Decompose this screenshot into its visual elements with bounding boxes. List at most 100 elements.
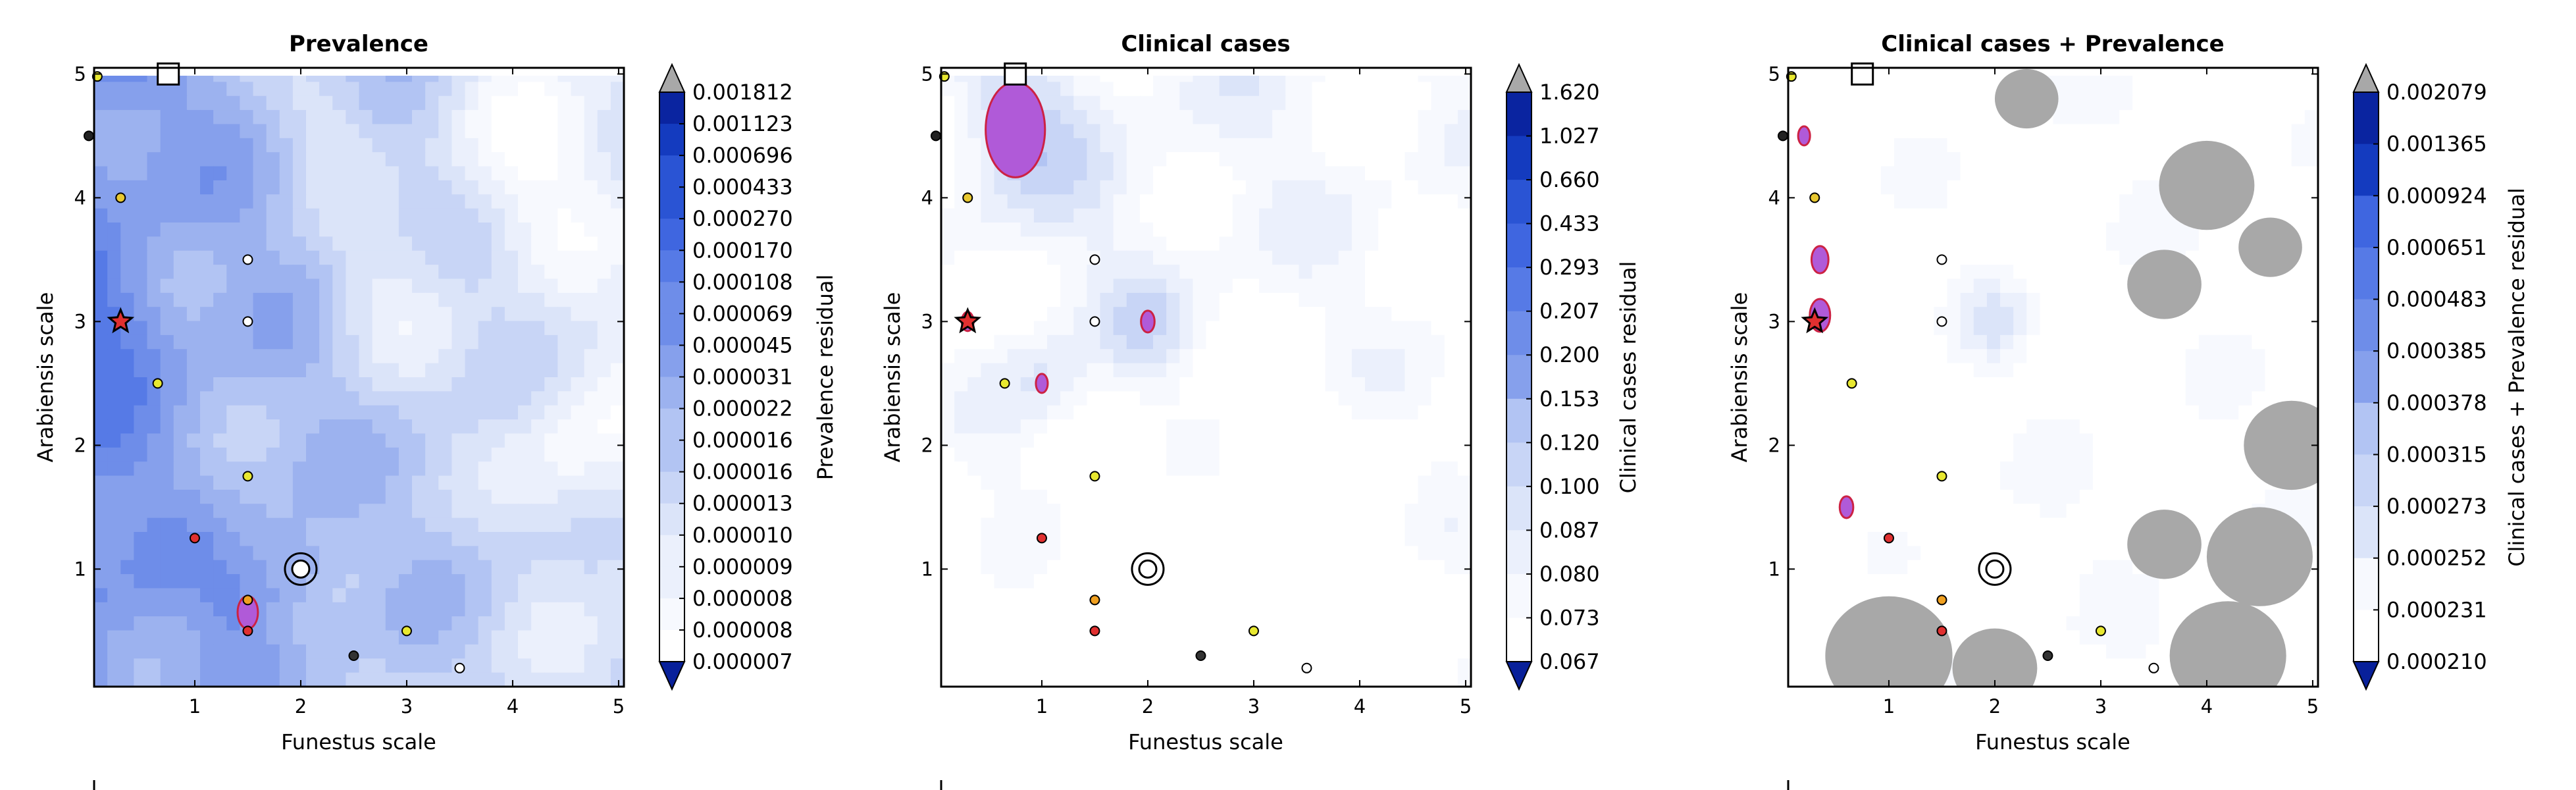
contour-cell xyxy=(200,405,214,420)
contour-cell xyxy=(1153,405,1167,420)
contour-cell xyxy=(571,110,585,125)
contour-cell xyxy=(2092,124,2107,139)
contour-cell xyxy=(438,630,452,645)
data-point xyxy=(1089,316,1100,327)
contour-cell xyxy=(610,82,624,97)
contour-cell xyxy=(1232,124,1247,139)
contour-cell xyxy=(1365,419,1379,434)
contour-cell xyxy=(2198,391,2213,406)
contour-cell xyxy=(1100,658,1114,673)
contour-cell xyxy=(1113,560,1127,575)
contour-cell xyxy=(2212,489,2226,504)
contour-cell xyxy=(557,194,572,209)
contour-cell xyxy=(2278,95,2292,111)
contour-cell xyxy=(504,630,519,645)
contour-cell xyxy=(1153,180,1167,195)
contour-cell xyxy=(1854,208,1868,223)
contour-cell xyxy=(1867,265,1882,280)
contour-cell xyxy=(478,377,492,392)
contour-cell xyxy=(1285,377,1299,392)
contour-cell xyxy=(1179,110,1193,125)
contour-cell xyxy=(438,504,452,519)
contour-cell xyxy=(1404,405,1419,420)
contour-cell xyxy=(1272,405,1286,420)
contour-cell xyxy=(1894,334,1908,350)
contour-cell xyxy=(981,616,995,631)
contour-cell xyxy=(954,349,968,364)
contour-cell xyxy=(597,475,611,490)
contour-cell xyxy=(266,461,280,477)
contour-cell xyxy=(240,236,254,251)
contour-cell xyxy=(967,532,981,546)
contour-cell xyxy=(571,166,585,181)
contour-cell xyxy=(226,349,240,364)
contour-cell xyxy=(1126,489,1141,504)
contour-cell xyxy=(1245,433,1260,448)
contour-cell xyxy=(531,447,545,462)
contour-cell xyxy=(2000,334,2014,350)
contour-cell xyxy=(1020,377,1035,392)
contour-cell xyxy=(1245,447,1260,462)
contour-cell xyxy=(134,208,148,223)
contour-cell xyxy=(1391,278,1405,294)
contour-cell xyxy=(372,532,386,546)
contour-cell xyxy=(1312,166,1326,181)
contour-cell xyxy=(1444,419,1458,434)
contour-cell xyxy=(1457,602,1471,617)
contour-cell xyxy=(160,250,174,265)
contour-cell xyxy=(557,152,572,167)
contour-cell xyxy=(597,517,611,533)
contour-cell xyxy=(1139,265,1154,280)
contour-cell xyxy=(1378,223,1392,237)
contour-cell xyxy=(1033,236,1048,251)
contour-cell xyxy=(1073,377,1087,392)
contour-cell xyxy=(346,560,360,575)
contour-cell xyxy=(610,278,624,294)
contour-cell xyxy=(279,82,294,97)
contour-cell xyxy=(584,672,598,687)
contour-cell xyxy=(451,517,466,533)
contour-cell xyxy=(1418,461,1432,477)
y-tick-label: 4 xyxy=(921,186,933,209)
contour-cell xyxy=(1947,236,1961,251)
contour-cell xyxy=(226,110,240,125)
contour-cell xyxy=(2079,110,2094,125)
contour-cell xyxy=(253,475,267,490)
contour-cell xyxy=(1960,208,1974,223)
contour-cell xyxy=(1285,265,1299,280)
contour-cell xyxy=(1100,588,1114,603)
contour-cell xyxy=(1854,377,1868,392)
contour-cell xyxy=(186,560,201,575)
contour-cell xyxy=(1020,644,1035,659)
contour-cell xyxy=(1880,194,1895,209)
contour-cell xyxy=(557,377,572,392)
contour-cell xyxy=(186,265,201,280)
contour-cell xyxy=(491,180,505,195)
contour-cell xyxy=(1325,321,1339,336)
colorbar-band xyxy=(659,124,684,156)
contour-cell xyxy=(2185,489,2200,504)
contour-cell xyxy=(1986,321,2001,336)
contour-cell xyxy=(2132,461,2146,477)
contour-cell xyxy=(1020,292,1035,307)
contour-cell xyxy=(398,574,413,589)
contour-cell xyxy=(332,208,346,223)
contour-cell xyxy=(2252,110,2266,125)
contour-cell xyxy=(1960,349,1974,364)
contour-cell xyxy=(1007,223,1021,237)
contour-cell xyxy=(332,574,346,589)
contour-cell xyxy=(438,475,452,490)
contour-cell xyxy=(200,307,214,322)
contour-cell xyxy=(306,588,320,603)
contour-cell xyxy=(1801,82,1815,97)
contour-cell xyxy=(1404,658,1419,673)
contour-cell xyxy=(147,334,161,350)
contour-cell xyxy=(160,532,174,546)
contour-cell xyxy=(1815,349,1828,364)
contour-cell xyxy=(531,672,545,687)
contour-cell xyxy=(2238,489,2252,504)
contour-cell xyxy=(2066,152,2080,167)
contour-cell xyxy=(398,95,413,111)
contour-cell xyxy=(1378,546,1392,561)
contour-cell xyxy=(1113,504,1127,519)
